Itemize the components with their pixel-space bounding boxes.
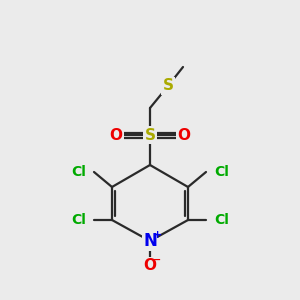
Text: S: S xyxy=(163,79,173,94)
Text: N: N xyxy=(143,232,157,250)
Text: −: − xyxy=(152,255,162,265)
Text: S: S xyxy=(145,128,155,142)
Text: O: O xyxy=(143,259,157,274)
Text: O: O xyxy=(110,128,122,142)
Text: Cl: Cl xyxy=(214,213,229,227)
Text: Cl: Cl xyxy=(71,213,86,227)
Text: Cl: Cl xyxy=(71,165,86,179)
Text: Cl: Cl xyxy=(214,165,229,179)
Text: +: + xyxy=(152,230,162,240)
Text: O: O xyxy=(178,128,190,142)
